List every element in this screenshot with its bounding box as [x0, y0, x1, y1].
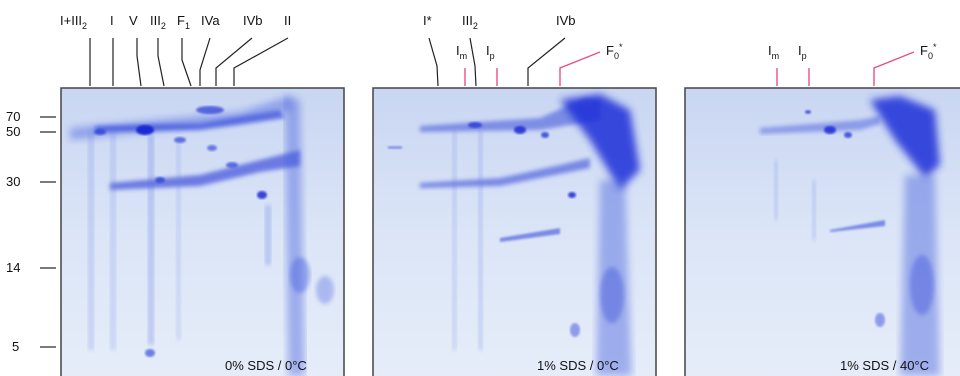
label-I: I [110, 13, 114, 28]
label-III2: III2 [150, 13, 166, 31]
label-Ip: Ip [486, 43, 495, 61]
label-IVb-b: IVb [556, 13, 576, 28]
panel-1-condition: 0% SDS / 0°C [225, 358, 307, 373]
y-tick-label-70: 70 [6, 109, 20, 124]
y-tick-label-14: 14 [6, 260, 20, 275]
label-F1: F1 [177, 13, 190, 31]
panel-3-labels: Im Ip F0* [768, 42, 937, 86]
label-V: V [129, 13, 138, 28]
y-tick-label-50: 50 [6, 124, 20, 139]
y-tick-label-5: 5 [12, 339, 19, 354]
y-tick-label-30: 30 [6, 174, 20, 189]
label-F0-star: F0* [606, 42, 623, 61]
label-III2-b: III2 [462, 13, 478, 31]
label-IVa: IVa [201, 13, 220, 28]
gel-panel-2: 1% SDS / 0°C I* Im III2 Ip IVb F0* [372, 13, 657, 376]
gel-panel-1: 0% SDS / 0°C I+III2 I V III2 F1 IVa IVb … [60, 13, 345, 376]
panel-2-condition: 1% SDS / 0°C [537, 358, 619, 373]
label-I-III2: I+III2 [60, 13, 87, 31]
panel-1-labels: I+III2 I V III2 F1 IVa IVb II [60, 13, 291, 87]
y-axis: 70 50 30 14 5 [6, 109, 56, 354]
panel-3-condition: 1% SDS / 40°C [840, 358, 929, 373]
label-IVb: IVb [243, 13, 263, 28]
label-Im: Im [456, 43, 467, 61]
label-II: II [284, 13, 291, 28]
gel-panel-3: 1% SDS / 40°C Im Ip F0* [684, 42, 960, 376]
panel-2-labels: I* Im III2 Ip IVb F0* [423, 13, 623, 87]
label-I-star: I* [423, 13, 432, 28]
label-Ip-c: Ip [798, 43, 807, 61]
label-F0-star-c: F0* [920, 42, 937, 61]
label-Im-c: Im [768, 43, 779, 61]
